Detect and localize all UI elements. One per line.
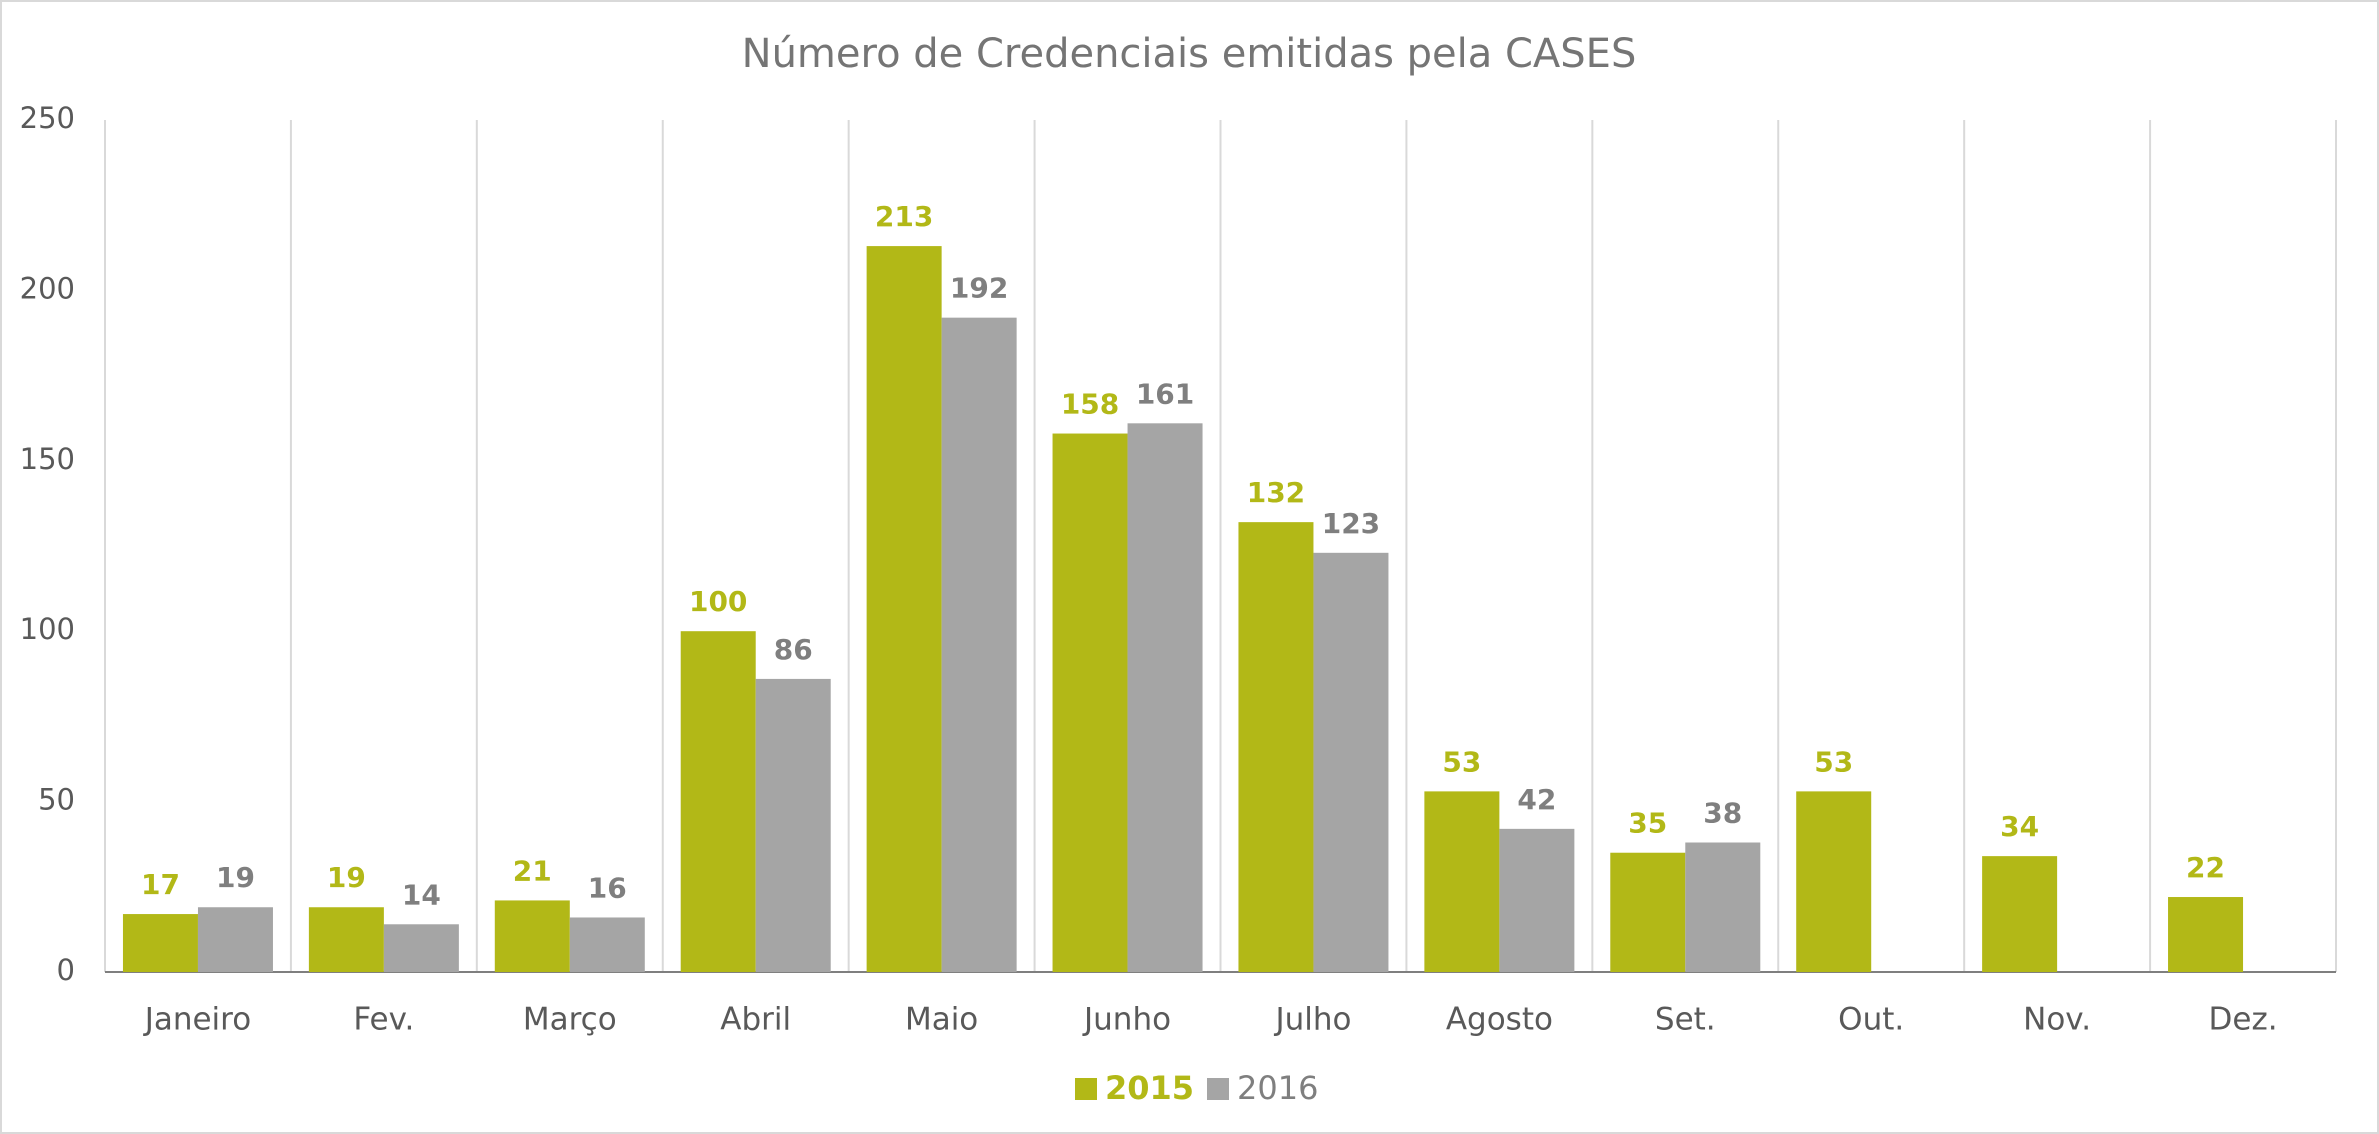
data-label: 17: [141, 868, 180, 901]
bar: [1796, 791, 1872, 972]
y-tick-label: 0: [57, 953, 75, 987]
data-label: 16: [588, 871, 627, 904]
data-label: 158: [1061, 388, 1119, 421]
bar: [1238, 522, 1314, 972]
data-label: 22: [2186, 851, 2225, 884]
data-label: 123: [1322, 507, 1380, 540]
x-tick-label: Julho: [1273, 1002, 1351, 1038]
x-tick-label: Março: [523, 1002, 617, 1038]
bar: [1052, 433, 1128, 972]
data-label: 192: [950, 272, 1008, 305]
bar: [122, 914, 198, 972]
bar: [308, 907, 384, 972]
bar: [1499, 828, 1575, 972]
data-label: 213: [875, 200, 933, 233]
bar: [2168, 897, 2244, 972]
bar: [1424, 791, 1500, 972]
legend-swatch: [1207, 1078, 1229, 1100]
y-tick-label: 50: [38, 783, 75, 817]
y-tick-label: 150: [20, 442, 75, 476]
bar: [197, 907, 273, 972]
x-tick-label: Dez.: [2209, 1002, 2278, 1038]
bar: [755, 678, 831, 972]
bar: [1685, 842, 1761, 972]
legend-swatch: [1075, 1078, 1097, 1100]
x-tick-label: Maio: [905, 1002, 978, 1038]
x-tick-label: Abril: [720, 1002, 791, 1038]
legend-label: 2015: [1105, 1069, 1194, 1107]
bar: [1982, 856, 2058, 972]
chart-title: Número de Credenciais emitidas pela CASE…: [742, 31, 1637, 77]
x-tick-label: Junho: [1082, 1002, 1171, 1038]
x-tick-label: Nov.: [2023, 1002, 2091, 1038]
bar: [941, 317, 1017, 972]
x-tick-label: Fev.: [353, 1002, 414, 1038]
bar: [1610, 852, 1686, 972]
data-label: 132: [1247, 476, 1305, 509]
data-label: 53: [1814, 745, 1853, 778]
data-label: 100: [689, 585, 747, 618]
data-label: 161: [1136, 377, 1194, 410]
y-tick-label: 200: [20, 271, 75, 305]
bar: [680, 631, 756, 972]
x-tick-label: Out.: [1838, 1002, 1904, 1038]
bar: [866, 246, 942, 972]
data-label: 19: [327, 861, 366, 894]
bar: [383, 924, 459, 972]
data-label: 19: [216, 861, 255, 894]
data-label: 53: [1442, 745, 1481, 778]
data-label: 21: [513, 854, 552, 887]
data-label: 42: [1517, 783, 1556, 816]
x-tick-label: Agosto: [1446, 1002, 1553, 1038]
x-tick-label: Janeiro: [143, 1002, 252, 1038]
y-tick-label: 250: [20, 101, 75, 135]
data-label: 35: [1628, 807, 1667, 840]
bar: [1127, 423, 1203, 972]
data-label: 34: [2000, 810, 2039, 843]
legend-label: 2016: [1237, 1069, 1318, 1107]
bar: [494, 900, 570, 972]
bar: [569, 917, 645, 972]
data-label: 38: [1703, 796, 1742, 829]
y-tick-label: 100: [20, 612, 75, 646]
bar: [1313, 552, 1389, 972]
x-tick-label: Set.: [1655, 1002, 1716, 1038]
data-label: 86: [774, 633, 813, 666]
data-label: 14: [402, 878, 441, 911]
